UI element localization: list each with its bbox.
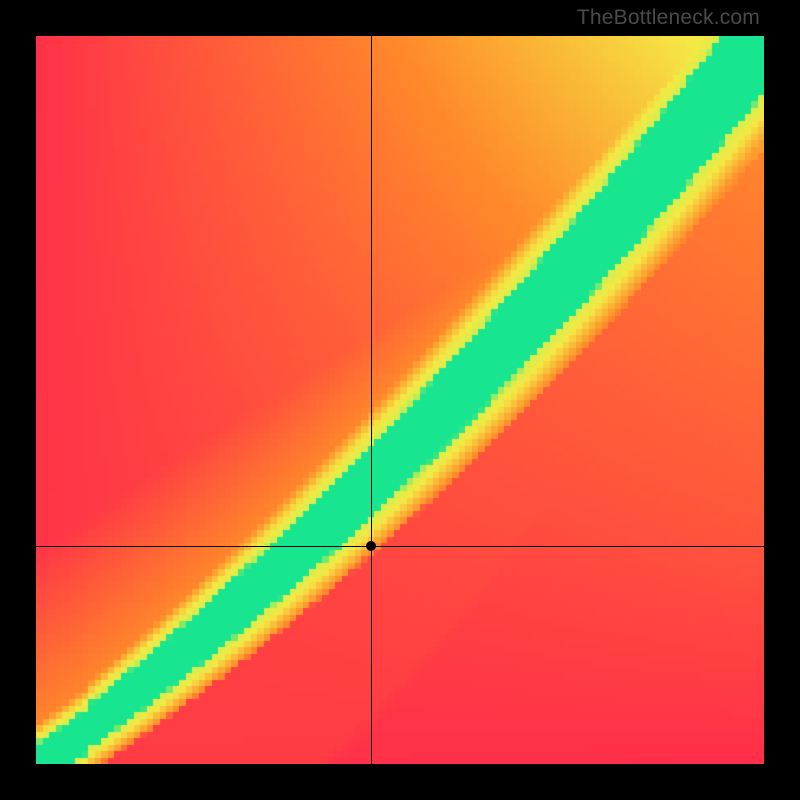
plot-area xyxy=(36,36,764,764)
crosshair-vertical xyxy=(371,36,372,764)
marker-dot xyxy=(366,541,376,551)
chart-container: TheBottleneck.com xyxy=(0,0,800,800)
watermark-text: TheBottleneck.com xyxy=(577,6,760,30)
crosshair-horizontal xyxy=(36,546,764,547)
heatmap-canvas xyxy=(36,36,764,764)
